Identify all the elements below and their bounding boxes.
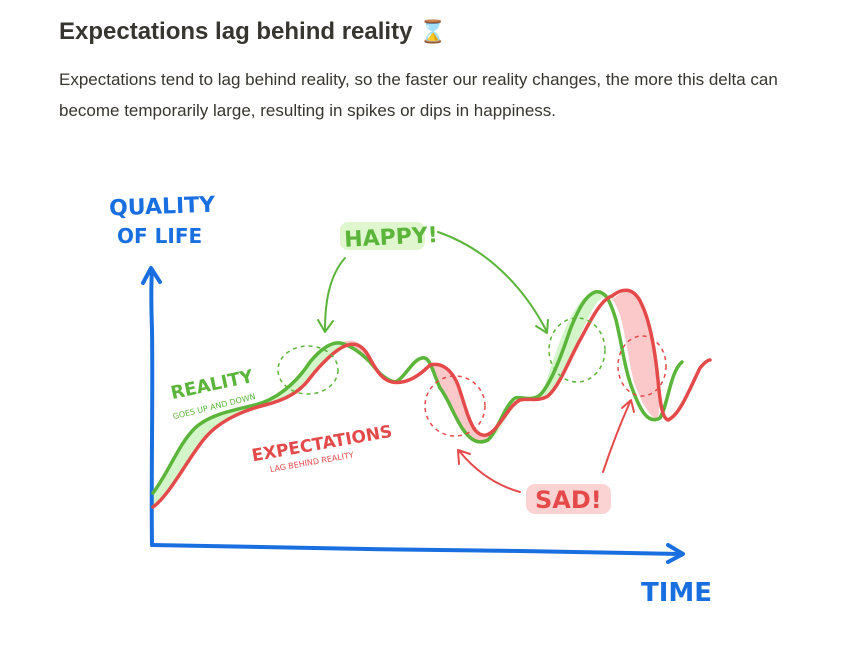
sad-arrow-right	[602, 401, 631, 473]
page-body-text: Expectations tend to lag behind reality,…	[59, 70, 778, 120]
x-axis-arrowhead	[666, 543, 685, 564]
happy-label-highlight	[340, 222, 425, 250]
y-axis-line	[149, 268, 155, 547]
x-axis-line	[150, 543, 682, 556]
sad-fill-dip	[430, 364, 492, 442]
y-axis-label-line2: OF LIFE	[117, 224, 202, 248]
happy-fill-rise	[153, 343, 345, 507]
sad-circle-2	[617, 335, 667, 397]
hourglass-icon: ⌛	[419, 19, 447, 44]
expectations-line	[151, 288, 712, 509]
sad-arrow-left-head	[457, 449, 471, 465]
happy-circle-2	[548, 317, 606, 383]
y-axis-label-line1: QUALITY	[109, 193, 217, 222]
y-axis-arrowhead	[141, 266, 162, 285]
sad-circle-1	[424, 375, 486, 437]
x-axis-label: TIME	[641, 578, 712, 608]
reality-line	[151, 290, 684, 495]
highlight-circles	[277, 317, 667, 437]
happy-arrow-right	[437, 231, 547, 331]
happy-circle-1	[277, 345, 339, 395]
sad-arrow-right-head	[621, 399, 635, 413]
happy-arrow-left	[324, 257, 346, 331]
happy-label: HAPPY!	[344, 223, 439, 253]
page-title: Expectations lag behind reality ⌛	[59, 14, 447, 50]
sad-arrows	[457, 399, 635, 493]
happy-fill-climb	[490, 291, 616, 440]
happy-arrow-right-head	[535, 319, 549, 334]
sad-label: SAD!	[535, 486, 602, 514]
happy-arrows	[317, 231, 549, 334]
sad-label-highlight	[526, 484, 611, 514]
happy-arrow-left-head	[317, 319, 334, 333]
axes	[141, 266, 685, 564]
sad-arrow-left	[459, 451, 521, 493]
page-title-text: Expectations lag behind reality	[59, 18, 413, 45]
